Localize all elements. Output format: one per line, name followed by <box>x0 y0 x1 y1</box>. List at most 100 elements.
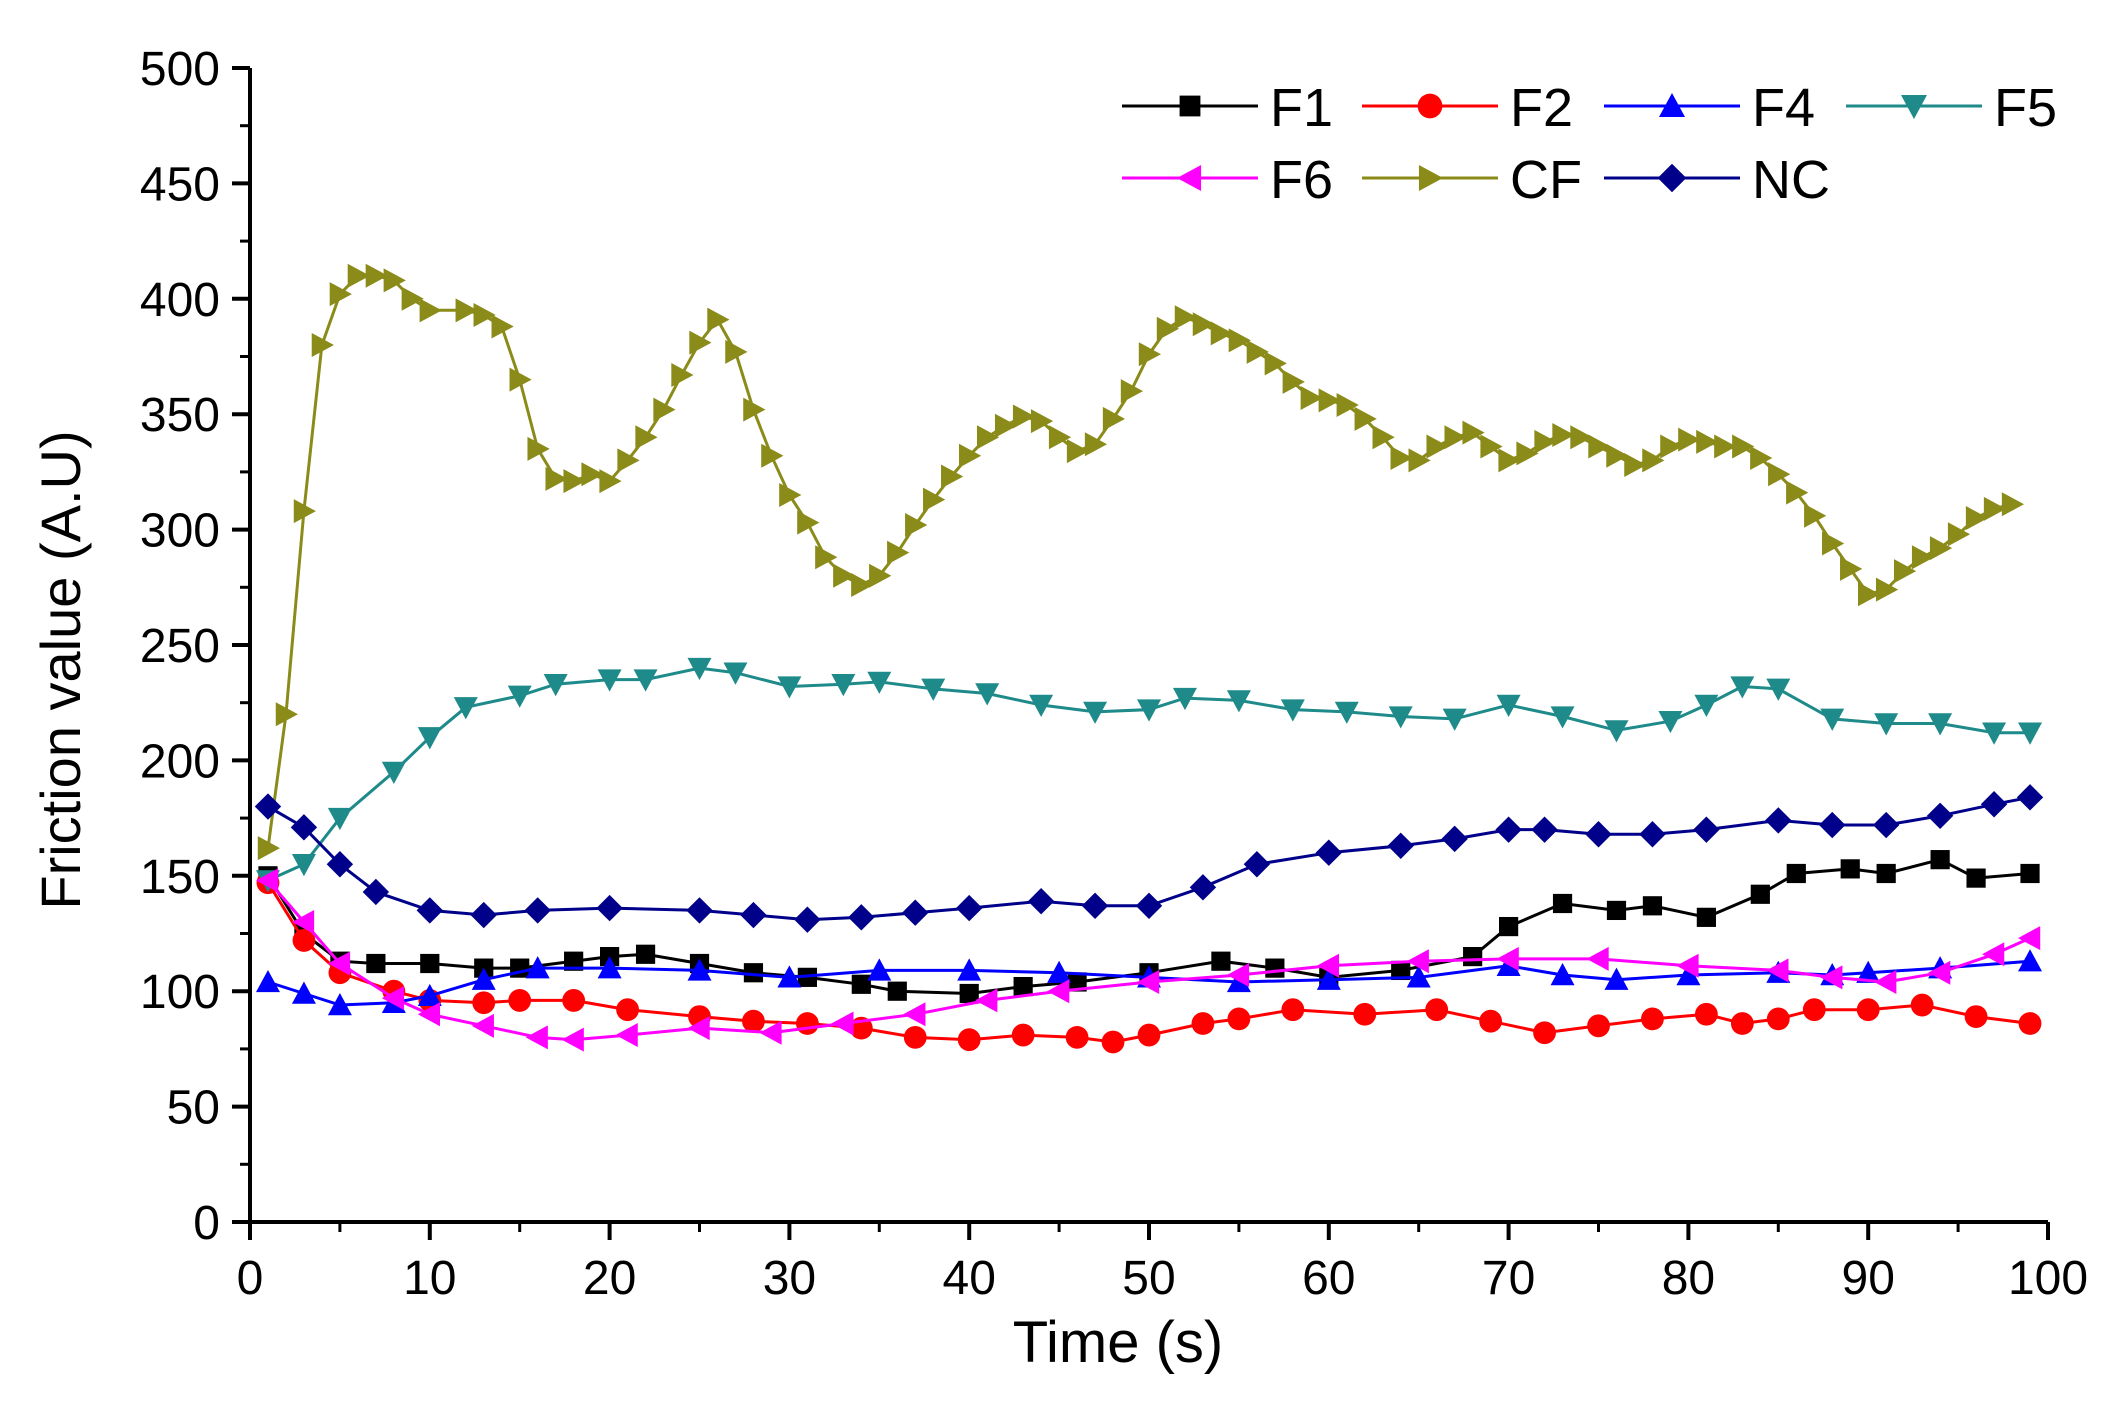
data-point-nc <box>1765 807 1792 834</box>
data-point-cf <box>851 572 874 597</box>
data-point-f2 <box>1910 993 1934 1017</box>
data-point-f1 <box>887 981 907 1001</box>
data-point-nc <box>1585 821 1612 848</box>
data-point-nc <box>1243 851 1271 878</box>
data-point-cf <box>365 263 388 288</box>
data-point-f5 <box>1874 713 1899 736</box>
data-point-f2 <box>508 989 532 1012</box>
data-point-f1 <box>1876 863 1896 884</box>
data-point-f6 <box>1676 953 1699 978</box>
data-point-cf <box>1858 582 1881 607</box>
data-point-f6 <box>903 1002 926 1027</box>
data-point-f2 <box>1641 1007 1664 1031</box>
legend-item-f4: F4 <box>1604 78 1815 138</box>
data-point-cf <box>671 362 694 387</box>
data-point-cf <box>797 510 820 535</box>
data-point-f4 <box>1047 960 1072 983</box>
data-point-f5 <box>1442 708 1467 731</box>
legend-marker-f6 <box>1177 165 1202 191</box>
data-point-cf <box>743 397 766 422</box>
data-point-nc <box>794 906 821 933</box>
data-point-cf <box>491 314 514 339</box>
data-point-nc <box>1135 892 1163 920</box>
data-point-f2 <box>1191 1012 1215 1035</box>
data-point-f6 <box>417 1002 440 1027</box>
data-point-f5 <box>1496 694 1521 718</box>
data-point-cf <box>1678 427 1701 452</box>
data-point-cf <box>1893 559 1917 584</box>
data-point-f5 <box>975 683 1000 706</box>
data-point-nc <box>1315 839 1342 866</box>
data-point-f5 <box>543 674 568 697</box>
data-point-f5 <box>831 674 856 697</box>
data-point-nc <box>1081 892 1109 920</box>
data-point-f5 <box>1730 676 1755 699</box>
series-line-f6 <box>266 879 2031 1042</box>
data-point-f5 <box>921 678 946 701</box>
y-tick-label: 400 <box>140 274 220 327</box>
data-point-f2 <box>1964 1005 1988 1028</box>
legend-marker-f1 <box>1179 95 1201 117</box>
data-point-f4 <box>1406 965 1431 988</box>
data-point-cf <box>1318 388 1341 413</box>
data-point-f4 <box>471 967 496 990</box>
data-point-cf <box>1696 429 1719 454</box>
data-point-cf <box>869 563 892 588</box>
data-point-f4 <box>1676 963 1701 986</box>
data-point-f6 <box>1928 960 1951 985</box>
data-point-f1 <box>1750 884 1770 904</box>
data-point-cf <box>473 302 496 327</box>
data-point-f2 <box>1137 1023 1161 1047</box>
data-point-f1 <box>635 944 656 964</box>
legend: F1 F2 F4 F5 F6 CF NC <box>1122 78 2057 210</box>
data-point-f2 <box>1479 1009 1503 1033</box>
data-point-nc <box>1819 811 1846 839</box>
data-point-nc <box>1693 816 1720 843</box>
data-point-f5 <box>1604 720 1629 743</box>
y-tick-label: 300 <box>140 505 220 558</box>
data-point-nc <box>290 814 318 841</box>
data-point-cf <box>761 443 784 468</box>
data-point-f6 <box>615 1023 638 1048</box>
data-point-cf <box>1156 316 1179 341</box>
data-point-nc <box>1926 802 1954 829</box>
data-point-nc <box>524 897 551 924</box>
data-point-f4 <box>1316 967 1341 990</box>
legend-label-f1: F1 <box>1270 78 1333 138</box>
y-axis-label: Friction value (A.U) <box>29 430 92 909</box>
data-point-cf <box>1714 434 1737 459</box>
data-point-f6 <box>1982 942 2005 967</box>
data-point-cf <box>653 397 676 422</box>
data-point-cf <box>1786 480 1809 505</box>
data-point-f6 <box>1226 963 1250 988</box>
data-point-f5 <box>291 854 316 877</box>
data-point-f1 <box>564 951 584 971</box>
legend-item-nc: NC <box>1604 150 1830 210</box>
legend-marker-nc <box>1657 163 1687 193</box>
data-point-cf <box>1138 342 1161 367</box>
data-point-cf <box>923 487 946 512</box>
data-point-cf <box>725 339 748 364</box>
data-point-f1 <box>1391 960 1411 981</box>
x-tick-label: 20 <box>583 1252 636 1305</box>
data-point-nc <box>326 851 354 878</box>
data-point-f2 <box>1766 1007 1790 1031</box>
data-point-cf <box>1534 429 1557 454</box>
data-point-cf <box>1965 506 1989 531</box>
data-point-f6 <box>1316 953 1339 978</box>
data-point-f5 <box>1928 713 1953 736</box>
data-point-cf <box>1768 462 1791 487</box>
data-point-f2 <box>1281 998 1305 1022</box>
series-cf <box>257 263 2025 861</box>
data-point-cf <box>545 466 568 491</box>
data-point-cf <box>887 540 910 565</box>
data-point-f2 <box>1353 1002 1377 1026</box>
data-point-cf <box>1983 496 2007 521</box>
data-point-f4 <box>867 958 892 981</box>
data-point-cf <box>401 286 424 311</box>
legend-marker-f4 <box>1659 93 1685 118</box>
data-point-f1 <box>959 983 979 1004</box>
data-point-cf <box>1174 305 1197 330</box>
